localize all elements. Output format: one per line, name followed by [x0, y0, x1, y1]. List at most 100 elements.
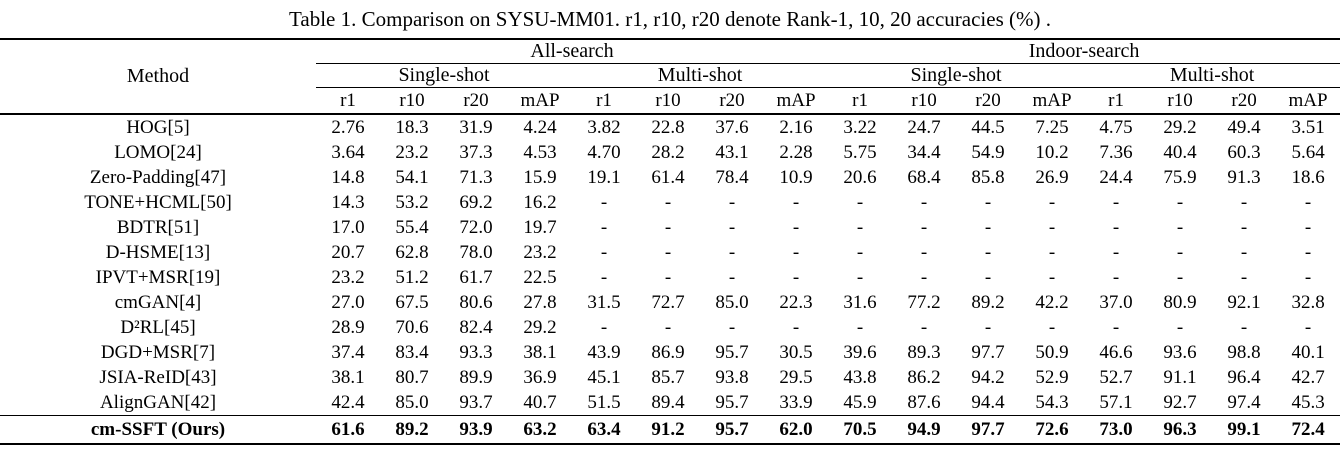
value-cell: 94.2 [971, 366, 1005, 388]
shot-header-indoor-multi: Multi-shot [1084, 63, 1340, 88]
value-cell: 40.7 [523, 391, 557, 413]
metric-header: mAP [1276, 87, 1340, 115]
value-cell: 20.7 [331, 241, 365, 263]
table-header: Method All-search Indoor-search Single-s… [0, 39, 1340, 115]
method-cell: cmGAN[4] [114, 291, 202, 313]
value-cell: - [1176, 216, 1184, 238]
value-cell: 42.2 [1035, 291, 1069, 313]
value-cell: 31.6 [843, 291, 877, 313]
value-cell: - [920, 191, 928, 213]
value-cell: 83.4 [395, 341, 429, 363]
value-cell: 45.9 [843, 391, 877, 413]
method-cell: D-HSME[13] [105, 241, 211, 263]
value-cell: 97.7 [971, 341, 1005, 363]
value-cell: - [728, 216, 736, 238]
value-cell: 39.6 [843, 341, 877, 363]
table-row: AlignGAN[42] 42.4 85.0 93.7 40.7 51.5 89.4 95.7… [0, 390, 1340, 416]
metric-header: r10 [636, 87, 700, 115]
value-cell: 95.7 [700, 415, 764, 444]
value-cell: 4.75 [1099, 116, 1133, 138]
value-cell: 61.4 [651, 166, 685, 188]
value-cell: 63.4 [572, 415, 636, 444]
value-cell: - [600, 241, 608, 263]
value-cell: 40.1 [1291, 341, 1325, 363]
metric-header: r10 [892, 87, 957, 115]
value-cell: 2.76 [331, 116, 365, 138]
value-cell: - [1240, 191, 1248, 213]
method-column-header: Method [0, 39, 316, 115]
value-cell: 92.1 [1227, 291, 1261, 313]
value-cell: - [1048, 241, 1056, 263]
value-cell: - [1304, 216, 1312, 238]
group-header-row: Method All-search Indoor-search [0, 39, 1340, 115]
value-cell: - [1176, 191, 1184, 213]
value-cell: 2.28 [779, 141, 813, 163]
value-cell: 19.7 [523, 216, 557, 238]
value-cell: 29.5 [779, 366, 813, 388]
value-cell: - [1048, 266, 1056, 288]
metric-header: r1 [572, 87, 636, 115]
value-cell: 24.4 [1099, 166, 1133, 188]
value-cell: 27.0 [331, 291, 365, 313]
method-cell: Zero-Padding[47] [89, 166, 227, 188]
value-cell: 38.1 [331, 366, 365, 388]
group-header-indoor-search: Indoor-search [828, 39, 1340, 64]
value-cell: 93.9 [444, 415, 508, 444]
value-cell: 22.5 [523, 266, 557, 288]
method-cell: AlignGAN[42] [99, 391, 217, 413]
value-cell: 94.4 [971, 391, 1005, 413]
value-cell: - [984, 191, 992, 213]
value-cell: 53.2 [395, 191, 429, 213]
value-cell: - [856, 316, 864, 338]
value-cell: 89.2 [380, 415, 444, 444]
value-cell: 78.4 [715, 166, 749, 188]
value-cell: - [920, 216, 928, 238]
value-cell: 38.1 [523, 341, 557, 363]
value-cell: 18.3 [395, 116, 429, 138]
value-cell: - [792, 241, 800, 263]
value-cell: 86.2 [907, 366, 941, 388]
table-row: IPVT+MSR[19] 23.2 51.2 61.7 22.5 - - - - - - - - - - - - [0, 265, 1340, 290]
metric-header: r1 [1084, 87, 1149, 115]
table-row: BDTR[51] 17.0 55.4 72.0 19.7 - - - - - - - - - - - - [0, 215, 1340, 240]
value-cell: 24.7 [907, 116, 941, 138]
value-cell: 93.8 [715, 366, 749, 388]
value-cell: - [728, 191, 736, 213]
value-cell: 93.6 [1163, 341, 1197, 363]
value-cell: 97.7 [956, 415, 1021, 444]
value-cell: - [728, 241, 736, 263]
table-row: TONE+HCML[50] 14.3 53.2 69.2 16.2 - - - - - - - - - - -… [0, 190, 1340, 215]
value-cell: 61.7 [459, 266, 493, 288]
value-cell: 4.53 [523, 141, 557, 163]
value-cell: 55.4 [395, 216, 429, 238]
value-cell: - [1048, 216, 1056, 238]
value-cell: 23.2 [331, 266, 365, 288]
value-cell: 70.6 [395, 316, 429, 338]
value-cell: 51.2 [395, 266, 429, 288]
value-cell: 80.7 [395, 366, 429, 388]
value-cell: 40.4 [1163, 141, 1197, 163]
value-cell: 94.9 [892, 415, 957, 444]
value-cell: 34.4 [907, 141, 941, 163]
value-cell: - [1176, 266, 1184, 288]
value-cell: 57.1 [1099, 391, 1133, 413]
value-cell: 4.24 [523, 116, 557, 138]
value-cell: - [1176, 316, 1184, 338]
value-cell: 27.8 [523, 291, 557, 313]
value-cell: 72.4 [1276, 415, 1340, 444]
value-cell: 54.1 [395, 166, 429, 188]
value-cell: 3.82 [587, 116, 621, 138]
value-cell: 14.8 [331, 166, 365, 188]
value-cell: - [1240, 216, 1248, 238]
value-cell: 68.4 [907, 166, 941, 188]
value-cell: 75.9 [1163, 166, 1197, 188]
value-cell: 23.2 [523, 241, 557, 263]
value-cell: 72.7 [651, 291, 685, 313]
value-cell: 42.7 [1291, 366, 1325, 388]
shot-header-row: Single-shot Multi-shot Single-shot Multi… [0, 63, 1340, 88]
value-cell: 33.9 [779, 391, 813, 413]
value-cell: 91.2 [636, 415, 700, 444]
value-cell: 44.5 [971, 116, 1005, 138]
value-cell: 99.1 [1212, 415, 1277, 444]
metric-header: r1 [316, 87, 380, 115]
